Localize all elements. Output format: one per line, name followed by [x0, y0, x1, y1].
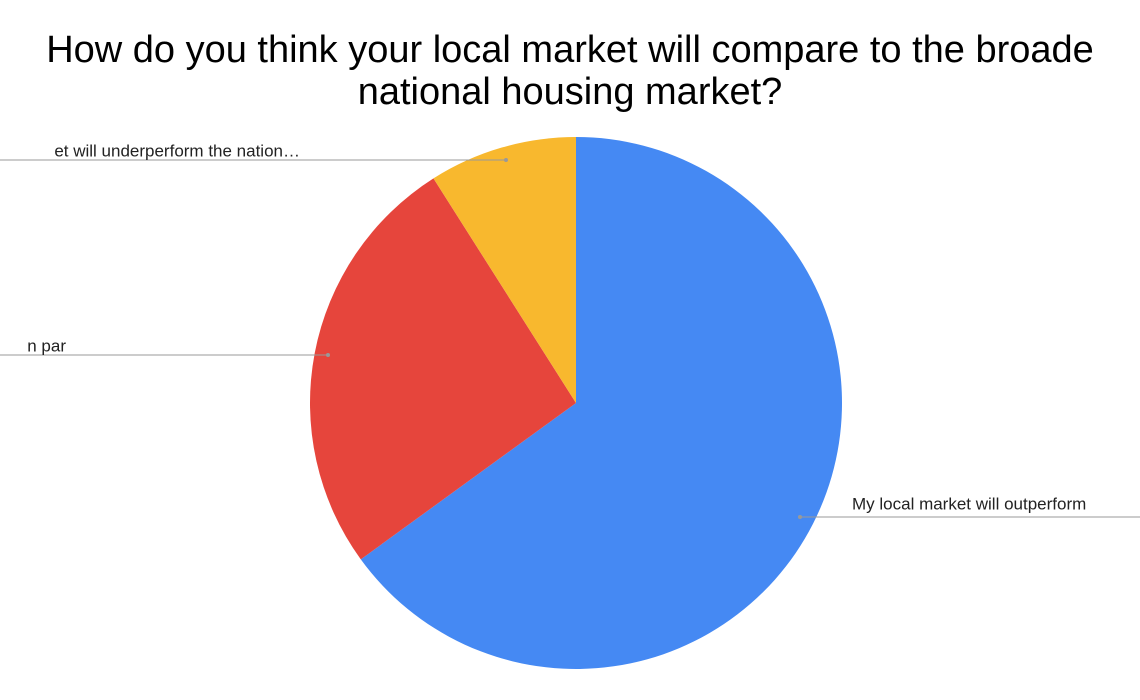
slice-label: My local market will outperform [852, 494, 1086, 513]
chart-title: How do you think your local market will … [46, 29, 1094, 71]
leader-dot [326, 353, 330, 357]
leader-dot [798, 515, 802, 519]
pie-slice [309, 178, 576, 560]
slice-label: n par [27, 336, 66, 355]
leader-dot [504, 158, 508, 162]
pie-slice [360, 137, 842, 669]
slice-label: et will underperform the nation… [54, 141, 300, 160]
pie-slice [433, 137, 576, 403]
chart-title: national housing market? [358, 71, 783, 113]
